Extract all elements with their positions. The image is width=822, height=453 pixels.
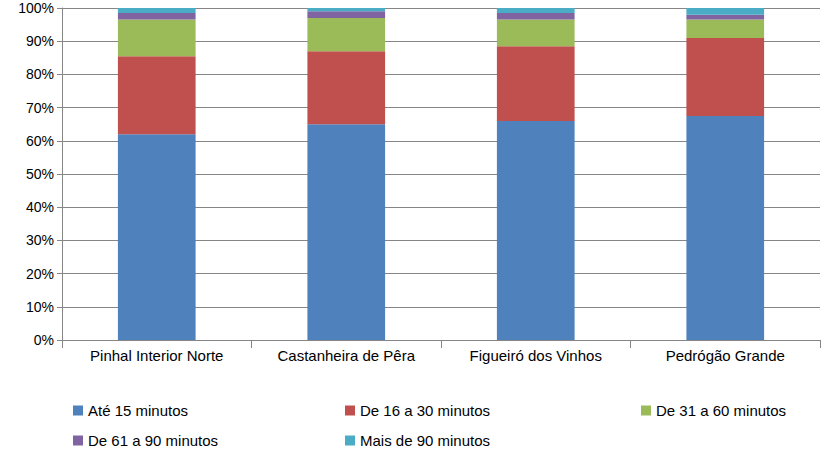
svg-text:De 31 a 60 minutos: De 31 a 60 minutos [656,402,786,419]
svg-text:30%: 30% [26,232,54,248]
svg-text:De 61 a 90 minutos: De 61 a 90 minutos [88,432,218,449]
svg-text:40%: 40% [26,199,54,215]
svg-text:Mais de 90 minutos: Mais de 90 minutos [360,432,490,449]
svg-text:Pedrógão Grande: Pedrógão Grande [666,347,785,364]
svg-text:Castanheira de Pêra: Castanheira de Pêra [277,347,415,364]
svg-text:100%: 100% [18,0,54,16]
svg-text:De 16 a 30 minutos: De 16 a 30 minutos [360,402,490,419]
svg-text:50%: 50% [26,166,54,182]
svg-text:10%: 10% [26,299,54,315]
svg-text:90%: 90% [26,33,54,49]
svg-text:0%: 0% [34,332,54,348]
svg-text:Pinhal Interior Norte: Pinhal Interior Norte [90,347,223,364]
svg-text:Figueiró dos Vinhos: Figueiró dos Vinhos [470,347,602,364]
svg-text:80%: 80% [26,66,54,82]
svg-text:70%: 70% [26,100,54,116]
svg-text:20%: 20% [26,266,54,282]
svg-text:60%: 60% [26,133,54,149]
svg-text:Até 15 minutos: Até 15 minutos [88,402,188,419]
